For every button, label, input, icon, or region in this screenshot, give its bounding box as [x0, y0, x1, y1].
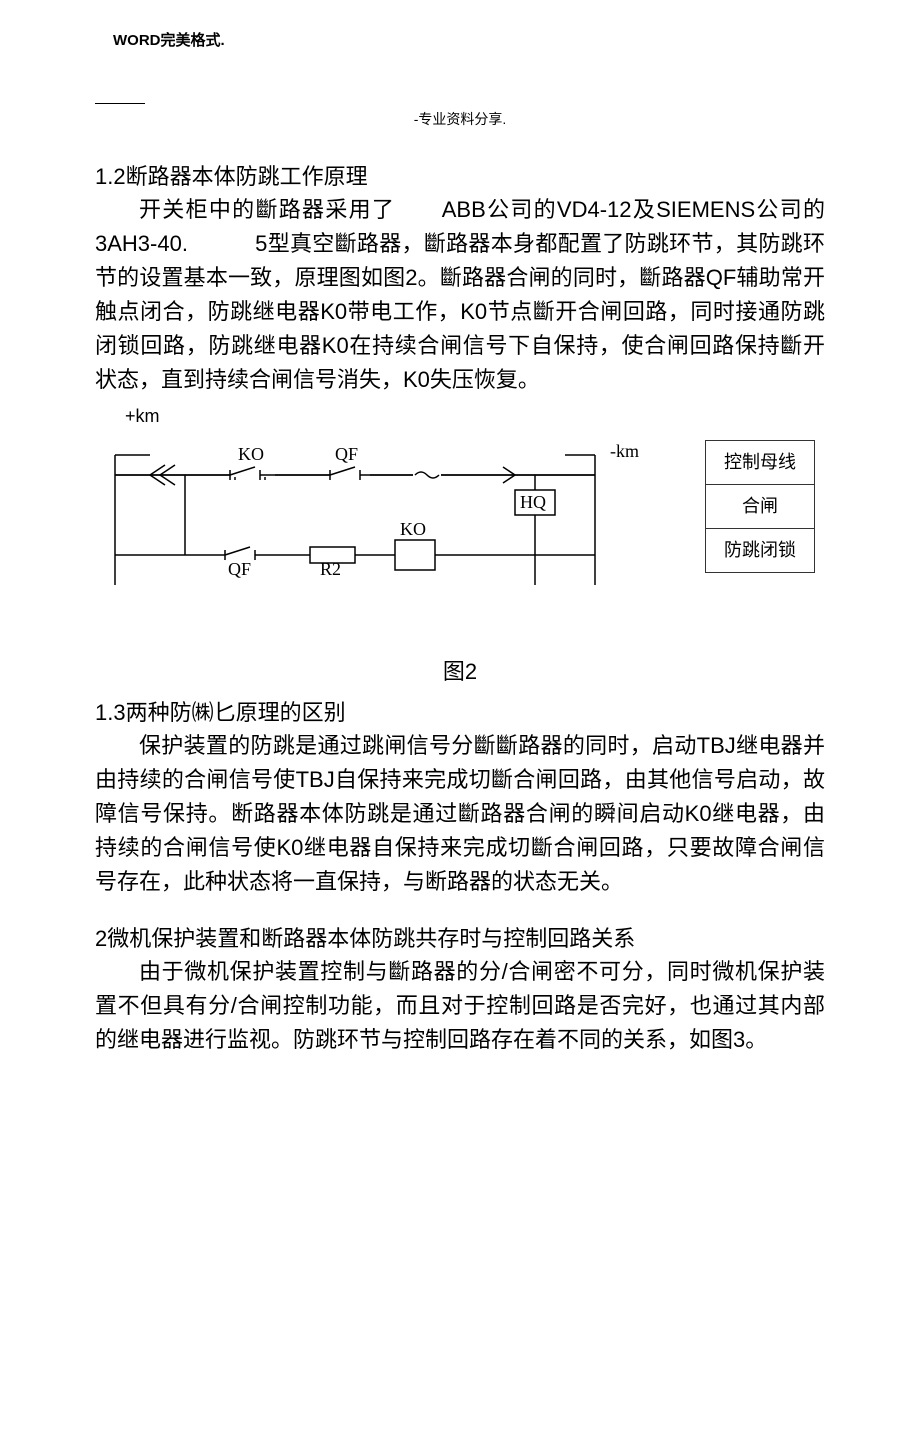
label-ko-bottom: KO [400, 519, 426, 539]
legend-box: 控制母线 合闸 防跳闭锁 [705, 440, 815, 573]
divider [95, 103, 145, 104]
label-qf-bottom: QF [228, 559, 251, 579]
diagram-label-plus-km: +km [125, 403, 825, 430]
legend-row-1: 控制母线 [706, 441, 814, 485]
section-1-2-title: 1.2断路器本体防跳工作原理 [95, 160, 825, 193]
footer-hint-text: -专业资料分享. [414, 111, 507, 127]
circuit-svg: KO QF HQ -km Q [95, 435, 695, 625]
section-2-para: 由于微机保护装置控制与斷路器的分/合闸密不可分，同时微机保护装置不但具有分/合闸… [95, 955, 825, 1057]
label-r2: R2 [320, 559, 341, 579]
section-1-3-para: 保护装置的防跳是通过跳闸信号分斷斷路器的同时，启动TBJ继电器并由持续的合闸信号… [95, 729, 825, 899]
legend-row-3: 防跳闭锁 [706, 529, 814, 572]
header-format: WORD完美格式. [113, 30, 825, 53]
label-hq: HQ [520, 492, 546, 512]
legend-row-2: 合闸 [706, 485, 814, 529]
label-minus-km: -km [610, 441, 639, 461]
figure-2-caption: 图2 [95, 655, 825, 688]
circuit-diagram: KO QF HQ -km Q [95, 435, 815, 625]
section-1-2-para: 开关柜中的斷路器采用了 ABB公司的VD4-12及SIEMENS公司的3AH3-… [95, 193, 825, 398]
section-1-3-title: 1.3两种防㈱匕原理的区别 [95, 696, 825, 729]
footer-hint-row: -专业资料分享. [95, 103, 825, 130]
label-qf-top: QF [335, 444, 358, 464]
section-2-title: 2微机保护装置和断路器本体防跳共存时与控制回路关系 [95, 922, 825, 955]
label-ko-top: KO [238, 444, 264, 464]
